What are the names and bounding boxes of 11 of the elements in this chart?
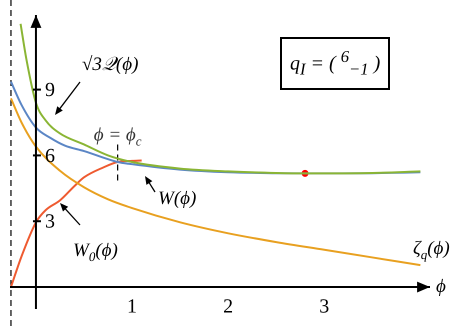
- line-series: [10, 97, 422, 266]
- x-axis-title: ϕ: [436, 276, 446, 298]
- annotation: q$_{I}$ = ( $^{6}$$_{−1}$ ): [280, 37, 390, 90]
- annotation: W(ϕ): [158, 188, 196, 209]
- y-tick-label: 6: [44, 144, 55, 167]
- x-tick-label: 1: [127, 295, 138, 318]
- y-tick-label: 3: [44, 210, 55, 233]
- y-tick-label: 9: [44, 79, 55, 102]
- x-tick-label: 3: [319, 295, 330, 318]
- x-tick-label: 2: [223, 295, 234, 318]
- annotation: √3𝒬(ϕ): [82, 54, 138, 75]
